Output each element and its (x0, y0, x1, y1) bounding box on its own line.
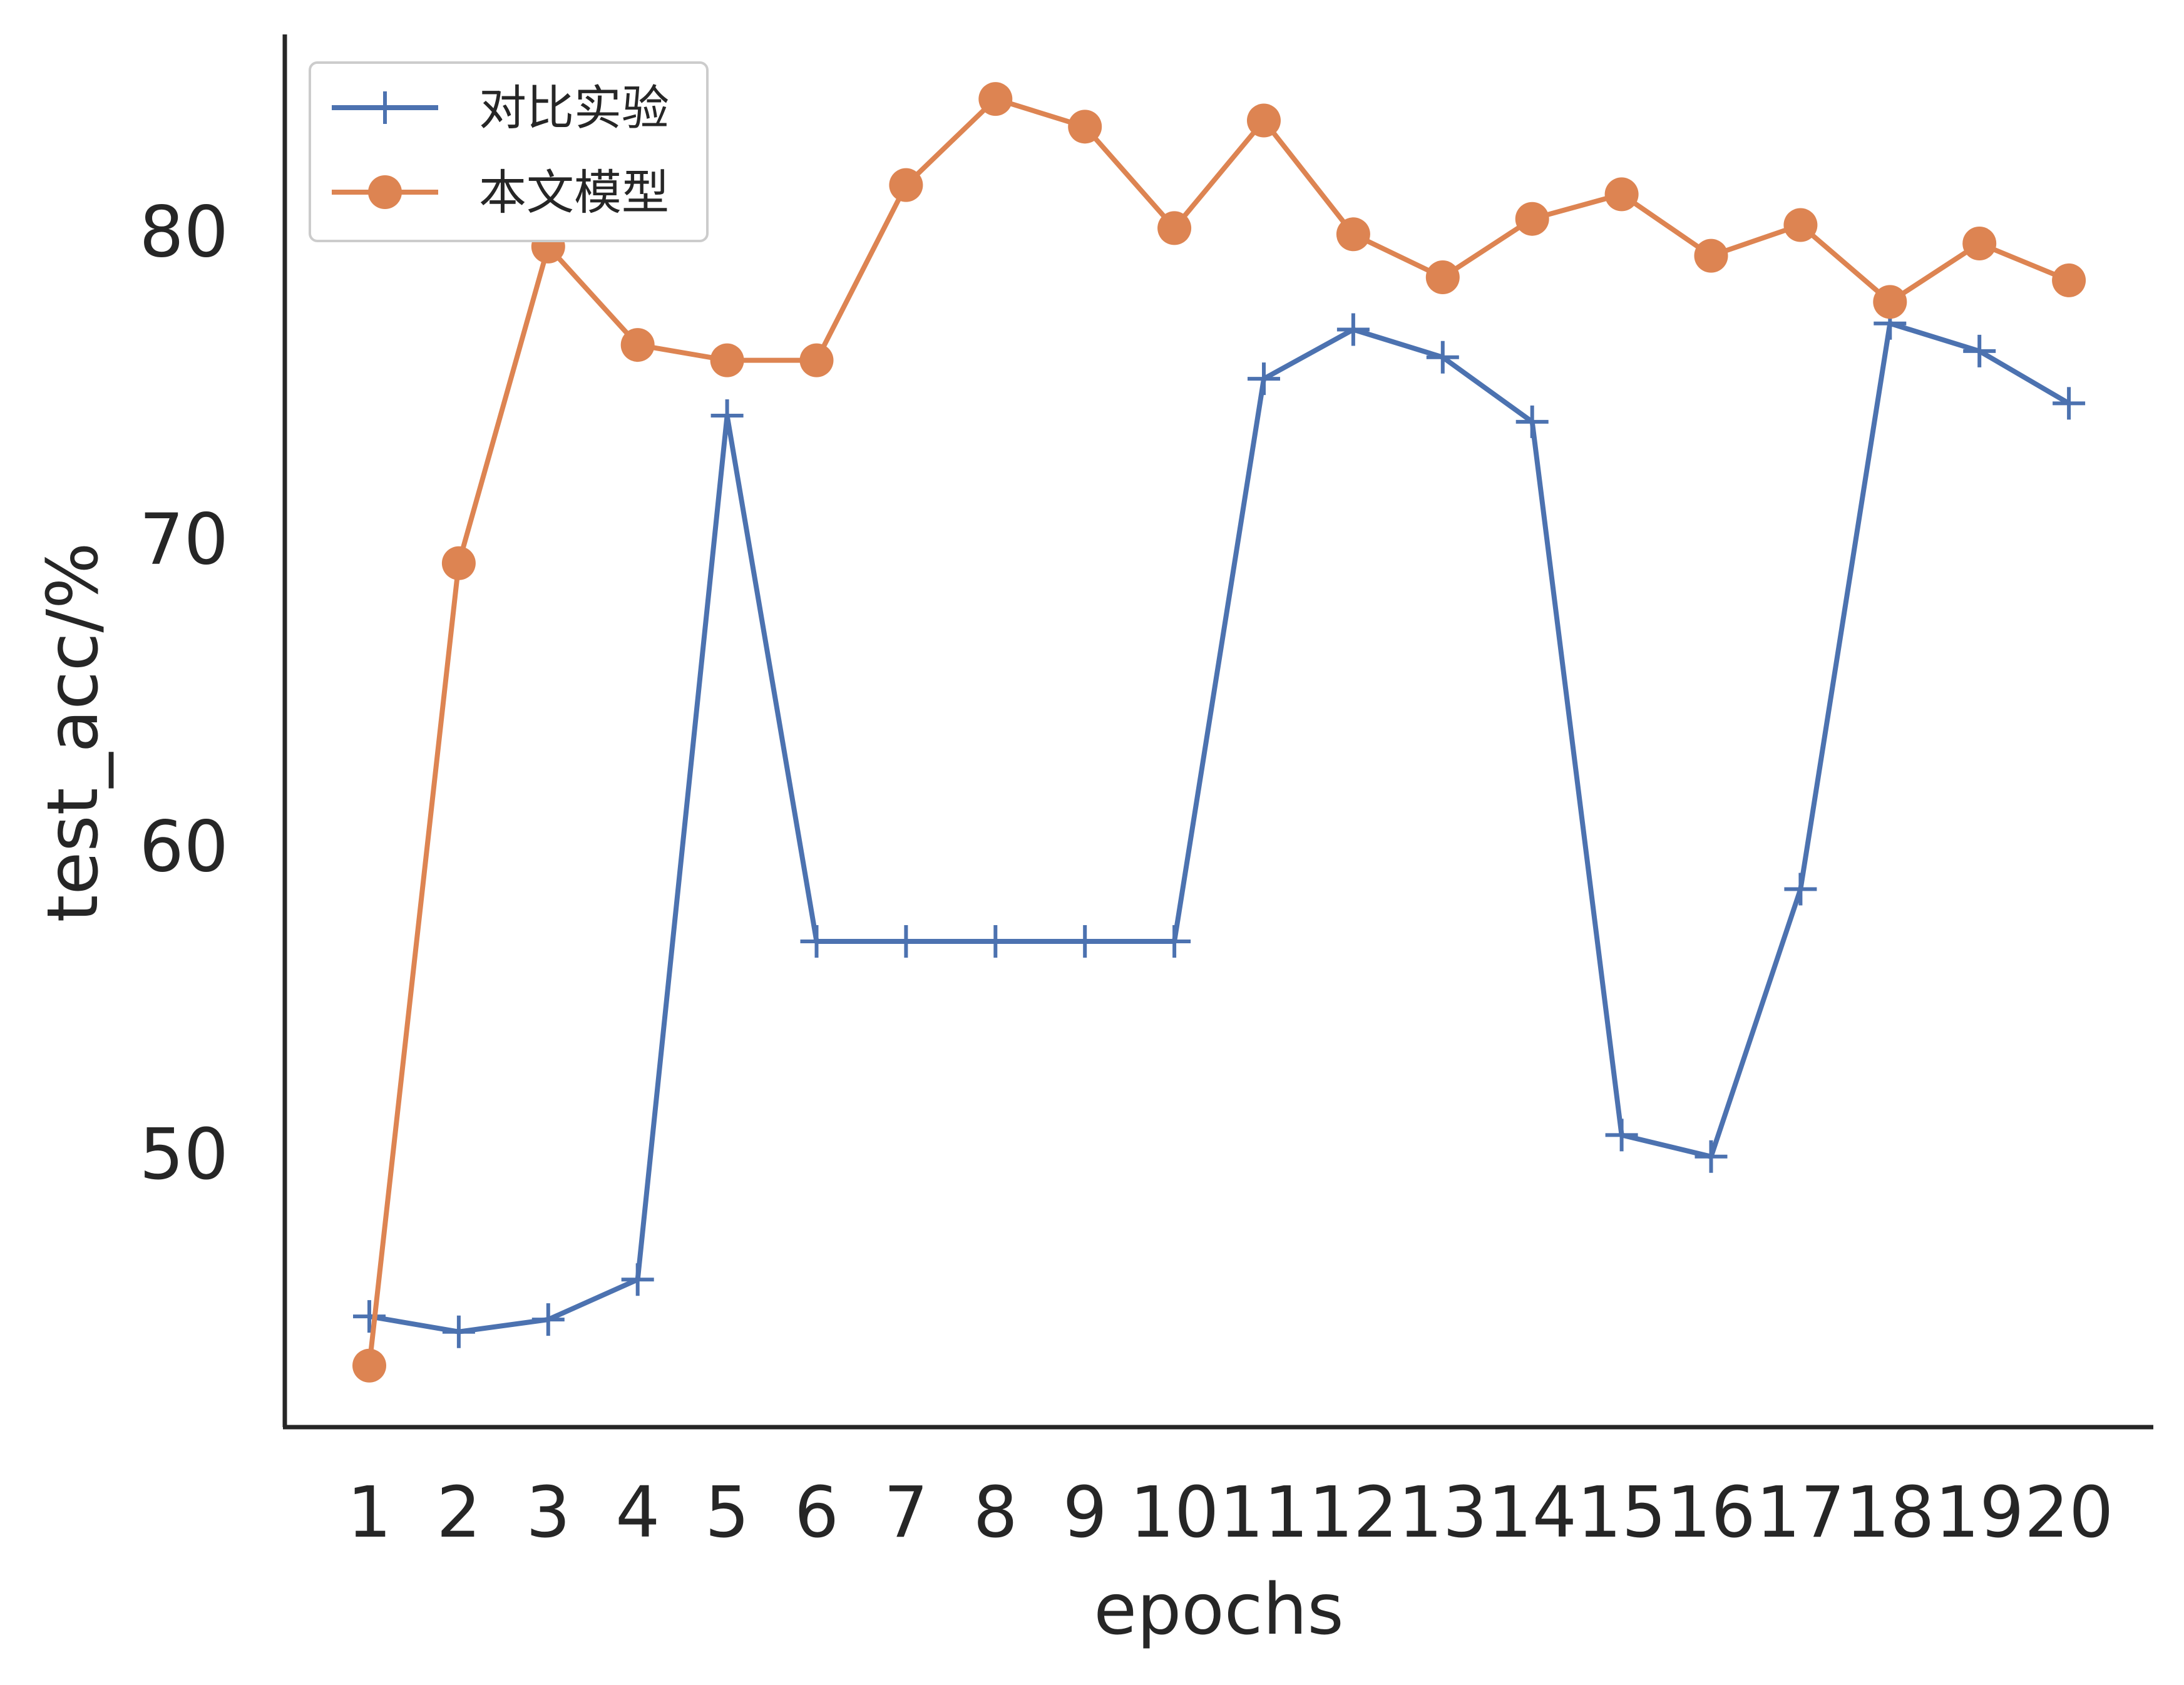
data-point (979, 924, 1012, 958)
data-point (889, 924, 923, 958)
legend-label: 对比实验 (479, 80, 669, 136)
x-tick-label: 8 (973, 1472, 1018, 1554)
series-line (367, 96, 2072, 1368)
data-point (710, 399, 744, 433)
data-point (1963, 334, 1996, 367)
data-point (2053, 387, 2086, 420)
plot-area (352, 82, 2086, 1383)
data-point (1784, 873, 1817, 906)
data-point (1068, 110, 1102, 144)
x-tick-label: 17 (1756, 1472, 1845, 1554)
data-point (1336, 313, 1370, 346)
data-point (978, 82, 1013, 116)
data-point (1247, 103, 1281, 138)
data-point (1962, 226, 1997, 260)
data-point (800, 924, 833, 958)
data-point (1515, 202, 1549, 236)
series-1 (353, 307, 2086, 1348)
data-point (1515, 405, 1549, 438)
data-point (531, 1303, 565, 1336)
series-line (367, 320, 2072, 1334)
x-tick-label: 5 (705, 1472, 749, 1554)
data-point (1605, 1119, 1638, 1152)
y-tick-label: 80 (139, 192, 228, 273)
legend-marker (369, 91, 401, 124)
data-point (352, 1348, 386, 1383)
x-tick-label: 14 (1487, 1472, 1577, 1554)
data-point (1248, 362, 1280, 396)
x-tick-label: 3 (526, 1472, 570, 1554)
data-point (1426, 341, 1459, 374)
data-point (353, 1300, 386, 1333)
x-tick-label: 19 (1935, 1472, 2024, 1554)
x-tick-label: 6 (794, 1472, 839, 1554)
x-tick-label: 13 (1398, 1472, 1488, 1554)
data-point (1069, 924, 1102, 958)
data-point (442, 1315, 475, 1348)
y-axis-label: test_acc/% (33, 542, 114, 922)
data-point (621, 1263, 654, 1296)
x-tick-label: 20 (2024, 1472, 2114, 1554)
y-tick-label: 50 (139, 1114, 228, 1196)
x-tick-label: 2 (436, 1472, 481, 1554)
x-tick-label: 10 (1130, 1472, 1219, 1554)
y-tick-label: 70 (139, 499, 228, 581)
x-tick-label: 7 (884, 1472, 928, 1554)
x-axis-label: epochs (1094, 1569, 1343, 1651)
data-point (1336, 217, 1370, 252)
legend-item: 本文模型 (332, 165, 669, 220)
data-point (1425, 260, 1460, 295)
x-tick-label: 18 (1845, 1472, 1935, 1554)
y-tick-label: 60 (139, 807, 228, 888)
data-point (799, 343, 834, 377)
x-tick-label: 12 (1309, 1472, 1398, 1554)
data-point (710, 343, 744, 377)
data-point (1694, 238, 1728, 273)
x-tick-label: 16 (1666, 1472, 1756, 1554)
data-point (889, 168, 923, 202)
x-tick-label: 4 (615, 1472, 660, 1554)
data-point (1694, 1140, 1728, 1173)
x-axis-ticks: 1 2 3 4 5 6 7 8 9 10 11 12 13 14 15 16 17 18 19 20 (347, 1472, 2113, 1554)
data-point (1873, 285, 1907, 319)
x-tick-label: 9 (1063, 1472, 1107, 1554)
y-axis-ticks: 50 60 70 80 (139, 192, 228, 1196)
x-tick-label: 1 (347, 1472, 391, 1554)
data-point (2052, 263, 2086, 297)
data-point (441, 546, 476, 580)
data-point (1157, 211, 1192, 245)
x-tick-label: 11 (1219, 1472, 1309, 1554)
legend-marker (368, 175, 402, 209)
legend-item: 对比实验 (332, 80, 669, 136)
data-point (620, 328, 655, 362)
data-point (1604, 177, 1639, 212)
x-tick-label: 15 (1577, 1472, 1666, 1554)
data-point (1158, 924, 1191, 958)
data-point (1783, 208, 1818, 242)
legend-label: 本文模型 (479, 165, 669, 220)
